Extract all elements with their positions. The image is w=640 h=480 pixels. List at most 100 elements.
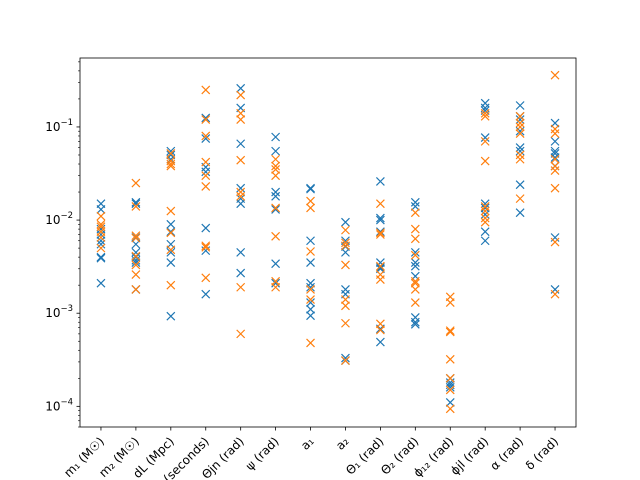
point-s1-c14-3 — [550, 146, 560, 156]
point-s2-c13-5 — [515, 150, 525, 160]
y-tick-label-3: 10−2 — [45, 211, 73, 227]
y-axis: 10−4 10−3 10−2 10−1 — [45, 61, 80, 428]
point-s2-c9-3 — [375, 230, 385, 239]
point-s2-c11-8 — [445, 404, 455, 414]
point-s2-c11-4 — [445, 327, 455, 337]
point-s2-c13-1 — [515, 111, 525, 121]
point-s1-c1-2 — [96, 205, 106, 214]
point-s2-c10-2 — [410, 224, 420, 234]
point-s1-c3-4 — [166, 219, 176, 229]
point-s2-c6-1 — [271, 154, 281, 164]
point-s2-c14-1 — [550, 70, 560, 80]
point-s2-c8-1 — [341, 225, 350, 235]
point-s2-c14-6 — [550, 166, 560, 176]
point-s1-c13-1 — [515, 101, 525, 110]
point-s1-c4-7 — [201, 289, 211, 299]
y-tick-label-4: 10−1 — [45, 118, 73, 134]
point-s1-c14-2 — [550, 136, 560, 146]
point-s1-c5-6 — [236, 199, 246, 209]
point-s2-c6-6 — [271, 231, 281, 241]
point-s2-c12-3 — [480, 136, 490, 146]
point-s1-c6-5 — [271, 205, 281, 214]
point-s1-c1-8 — [96, 253, 106, 263]
point-s2-c5-2 — [236, 108, 246, 118]
point-s2-c4-2 — [201, 115, 211, 125]
point-s1-c7-8 — [306, 304, 315, 314]
point-s2-c2-7 — [131, 270, 141, 279]
point-s2-c11-7 — [445, 385, 455, 395]
point-s1-c4-4 — [201, 167, 211, 177]
point-s2-c11-6 — [445, 373, 455, 383]
point-s2-c2-4 — [131, 233, 141, 243]
point-s1-c1-6 — [96, 239, 106, 249]
point-s1-c5-8 — [236, 268, 246, 278]
point-s1-c7-2 — [306, 184, 315, 194]
point-s2-c9-7 — [375, 319, 385, 329]
point-s1-c13-6 — [515, 146, 525, 156]
point-s1-c13-7 — [515, 180, 525, 190]
point-s1-c6-7 — [271, 278, 281, 288]
point-s1-c11-4 — [445, 382, 455, 392]
point-s1-c4-1 — [201, 113, 211, 123]
point-s2-c7-2 — [306, 203, 315, 213]
point-s2-c4-8 — [201, 242, 211, 252]
point-s1-c6-2 — [271, 146, 281, 156]
point-s2-c6-3 — [271, 164, 281, 174]
point-s1-c7-1 — [306, 183, 315, 193]
point-s2-c2-8 — [131, 285, 141, 294]
point-s2-c14-8 — [550, 237, 560, 247]
point-s1-c7-6 — [306, 282, 315, 292]
point-s2-c11-3 — [445, 326, 455, 336]
point-s1-c13-8 — [515, 208, 525, 218]
point-s2-c3-3 — [166, 159, 176, 169]
point-s2-c10-4 — [410, 250, 420, 260]
point-s2-c14-4 — [550, 154, 560, 164]
point-s2-c8-2 — [341, 238, 350, 248]
point-s2-c13-3 — [515, 122, 525, 132]
point-s2-c4-5 — [201, 171, 211, 181]
point-s1-c10-3 — [410, 247, 420, 257]
point-s2-c12-7 — [480, 213, 490, 223]
point-s1-c6-4 — [271, 191, 281, 201]
point-s2-c14-9 — [550, 289, 560, 299]
point-s2-c8-7 — [341, 318, 350, 328]
point-s1-c10-8 — [410, 317, 420, 327]
point-s1-c5-3 — [236, 139, 246, 149]
point-s2-c11-5 — [445, 354, 455, 364]
point-s1-c12-6 — [480, 203, 490, 213]
point-s2-c3-7 — [166, 245, 176, 255]
point-s2-c5-8 — [236, 329, 246, 339]
point-s1-c2-8 — [131, 258, 141, 267]
point-s2-c5-7 — [236, 282, 246, 292]
point-s2-c9-6 — [375, 275, 385, 284]
point-s1-c12-7 — [480, 210, 490, 219]
data-marks — [96, 70, 560, 414]
point-s2-c10-5 — [410, 276, 420, 286]
point-s2-c2-1 — [131, 178, 141, 188]
point-s2-c2-5 — [131, 251, 141, 261]
point-s2-c3-8 — [166, 280, 176, 290]
point-s1-c2-2 — [131, 199, 141, 209]
point-s1-c3-8 — [166, 258, 176, 267]
point-s2-c5-6 — [236, 191, 246, 201]
point-s2-c2-2 — [131, 202, 141, 211]
point-s1-c3-5 — [166, 227, 176, 237]
point-s1-c2-1 — [131, 197, 141, 207]
point-s2-c8-3 — [341, 241, 350, 251]
point-s2-c8-4 — [341, 260, 350, 270]
point-s2-c9-1 — [375, 199, 385, 209]
point-s1-c9-4 — [375, 227, 385, 237]
point-s2-c9-8 — [375, 325, 385, 335]
point-s1-c6-6 — [271, 259, 281, 269]
point-s2-c4-1 — [201, 85, 211, 95]
point-s1-c7-5 — [306, 278, 315, 288]
point-s2-c9-2 — [375, 228, 385, 238]
point-s2-c10-8 — [410, 298, 420, 308]
point-s2-c4-7 — [201, 241, 211, 251]
point-s1-c4-2 — [201, 134, 211, 144]
point-s2-c10-7 — [410, 285, 420, 294]
point-s1-c12-9 — [480, 236, 490, 246]
point-s1-c7-7 — [306, 298, 315, 308]
